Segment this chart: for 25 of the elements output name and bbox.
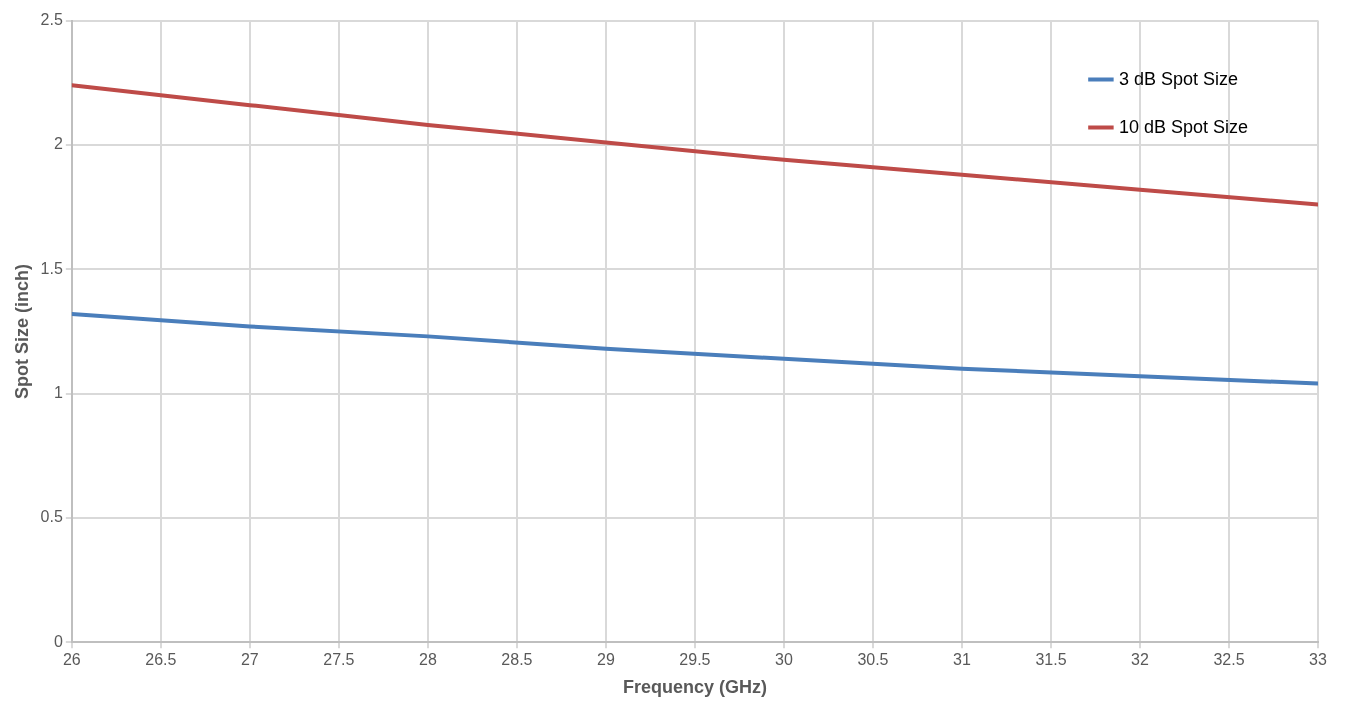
x-tick-label: 32 — [1131, 651, 1149, 669]
x-tick-label: 29 — [597, 651, 615, 669]
y-axis-title: Spot Size (inch) — [11, 263, 32, 399]
x-tick-label: 29.5 — [679, 651, 711, 669]
y-tick-label: 0 — [53, 632, 63, 650]
y-tick-label: 1.5 — [40, 259, 63, 277]
x-tick-label: 30 — [775, 651, 793, 669]
x-tick-label: 31.5 — [1035, 651, 1067, 669]
x-tick-label: 27 — [240, 651, 259, 669]
x-tick-label: 33 — [1309, 651, 1327, 669]
x-tick-label: 28 — [418, 651, 437, 669]
x-tick-label: 26 — [62, 651, 81, 669]
legend-label: 3 dB Spot Size — [1118, 68, 1238, 89]
y-tick-label: 2 — [53, 135, 63, 153]
x-tick-label: 32.5 — [1213, 651, 1245, 669]
x-axis-title: Frequency (GHz) — [622, 677, 767, 698]
x-tick-label: 31 — [953, 651, 971, 669]
x-tick-label: 30.5 — [857, 651, 889, 669]
y-tick-label: 0.5 — [40, 508, 63, 526]
y-tick-label: 1 — [53, 383, 63, 401]
x-tick-label: 28.5 — [501, 651, 533, 669]
y-tick-label: 2.5 — [40, 11, 63, 29]
legend-label: 10 dB Spot Size — [1118, 116, 1249, 137]
x-tick-label: 27.5 — [323, 651, 355, 669]
x-tick-label: 26.5 — [145, 651, 177, 669]
